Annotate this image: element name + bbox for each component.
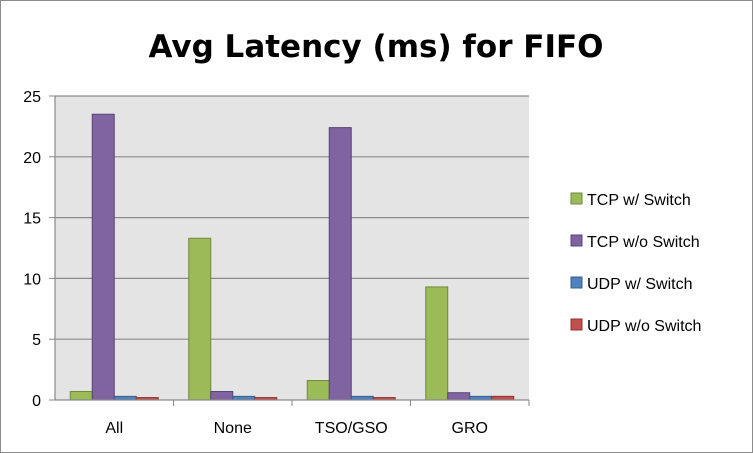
legend-label: UDP w/o Switch — [587, 318, 701, 335]
y-tick-label: 0 — [32, 393, 41, 410]
bar-tcp-w-o-switch-all — [91, 113, 115, 401]
y-tick-label: 25 — [23, 89, 41, 106]
legend-swatch — [570, 192, 583, 205]
legend-swatch — [570, 234, 583, 247]
bar-tcp-w-switch-all — [69, 390, 93, 401]
x-tick-label: None — [214, 420, 252, 437]
bar-tcp-w-switch-gro — [425, 286, 449, 401]
legend-label: TCP w/o Switch — [587, 234, 700, 251]
plot-area — [55, 96, 529, 400]
bar-tcp-w-switch-none — [188, 237, 212, 401]
axes: 0 5 10 15 20 25 All None TSO/GSO GRO — [23, 89, 530, 437]
y-tick-label: 10 — [23, 271, 41, 288]
bar-tcp-w-o-switch-gro — [447, 392, 471, 401]
x-tick-label: All — [105, 420, 123, 437]
x-tick-label: GRO — [452, 420, 488, 437]
bar-tcp-w-o-switch-none — [210, 390, 234, 401]
legend-swatch — [570, 318, 583, 331]
y-tick-label: 15 — [23, 211, 41, 228]
y-tick-label: 5 — [32, 332, 41, 349]
y-tick-label: 20 — [23, 150, 41, 167]
legend: TCP w/ Switch TCP w/o Switch UDP w/ Switch… — [570, 192, 701, 335]
gridlines — [55, 95, 529, 340]
x-tick-label: TSO/GSO — [315, 420, 388, 437]
legend-label: UDP w/ Switch — [587, 276, 693, 293]
bar-tcp-w-o-switch-tso-gso — [328, 127, 352, 401]
legend-label: TCP w/ Switch — [587, 192, 691, 209]
bar-tcp-w-switch-tso-gso — [306, 380, 330, 401]
chart-title: Avg Latency (ms) for FIFO — [148, 29, 603, 65]
legend-swatch — [570, 276, 583, 289]
